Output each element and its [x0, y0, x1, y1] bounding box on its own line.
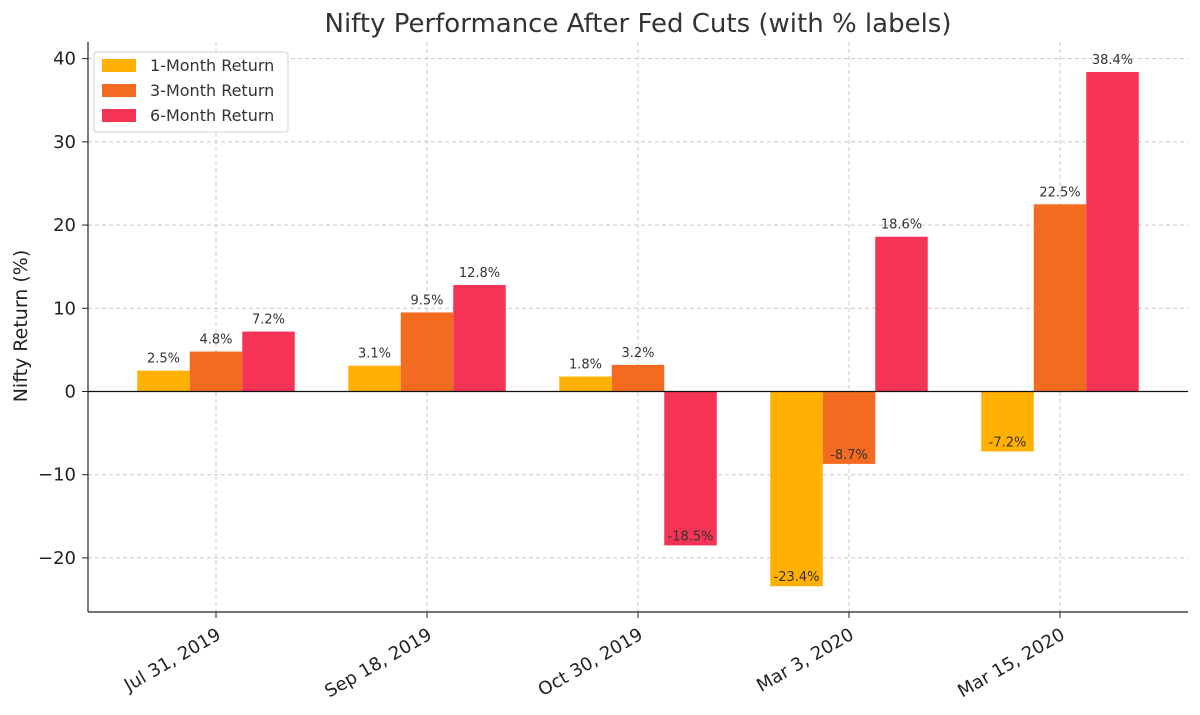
value-label: 12.8% — [459, 266, 500, 281]
legend-label-6-month: 6-Month Return — [150, 106, 274, 125]
y-tick-label: 40 — [53, 49, 76, 70]
bar-3-month-return-1 — [400, 312, 454, 392]
value-label: 18.6% — [881, 218, 922, 233]
bar-3-month-return-2 — [611, 364, 665, 392]
value-label: 3.2% — [621, 346, 654, 361]
value-label: -8.7% — [830, 448, 868, 463]
chart-title: Nifty Performance After Fed Cuts (with %… — [325, 9, 952, 39]
x-tick-label: Oct 30, 2019 — [535, 624, 647, 701]
bar-6-month-return-4 — [1086, 71, 1139, 392]
value-label: 2.5% — [147, 352, 180, 367]
legend-label-1-month: 1-Month Return — [150, 56, 274, 75]
legend-frame — [93, 51, 289, 133]
y-tick-label: 10 — [53, 298, 76, 319]
bar-6-month-return-0 — [242, 331, 295, 392]
value-label: -18.5% — [668, 529, 714, 544]
value-label: 1.8% — [569, 358, 602, 373]
y-tick-label: −20 — [38, 548, 76, 569]
y-axis-label: Nifty Return (%) — [10, 250, 32, 403]
legend-label-3-month: 3-Month Return — [150, 81, 274, 100]
value-label: 4.8% — [199, 333, 232, 348]
bar-6-month-return-3 — [875, 236, 928, 392]
y-tick-label: 30 — [53, 132, 76, 153]
value-label: -23.4% — [774, 570, 820, 585]
legend: 1-Month Return 3-Month Return 6-Month Re… — [93, 51, 289, 133]
value-label: 3.1% — [358, 347, 391, 362]
bar-6-month-return-2 — [664, 391, 717, 546]
bar-1-month-return-1 — [348, 365, 401, 392]
bar-layer — [137, 71, 1139, 587]
value-label: 7.2% — [252, 313, 285, 328]
bar-1-month-return-3 — [770, 391, 823, 587]
bar-1-month-return-2 — [559, 376, 612, 392]
legend-swatch-1-month — [102, 59, 136, 72]
value-label: 9.5% — [410, 293, 443, 308]
y-tick-label: 0 — [65, 381, 76, 402]
legend-swatch-6-month — [102, 109, 136, 122]
y-tick-label: 20 — [53, 215, 76, 236]
bar-1-month-return-0 — [137, 370, 190, 392]
x-tick-label: Mar 15, 2020 — [954, 624, 1068, 702]
value-label: -7.2% — [989, 435, 1027, 450]
value-label: 22.5% — [1039, 185, 1080, 200]
x-tick-label: Sep 18, 2019 — [321, 624, 435, 702]
bar-6-month-return-1 — [453, 284, 506, 392]
value-label-layer: 2.5% 3.1% 1.8% -23.4% -7.2% 4.8% 9.5% 3.2% -8.7%… — [147, 53, 1133, 585]
y-tick-label: −10 — [38, 465, 76, 486]
value-label: 38.4% — [1092, 53, 1133, 68]
bar-3-month-return-4 — [1033, 204, 1087, 392]
bar-3-month-return-0 — [189, 351, 243, 392]
legend-swatch-3-month — [102, 84, 136, 97]
x-tick-label: Mar 3, 2020 — [753, 624, 857, 696]
bar-1-month-return-4 — [981, 391, 1034, 452]
x-tick-label: Jul 31, 2019 — [120, 624, 225, 696]
bar-3-month-return-3 — [822, 391, 876, 464]
